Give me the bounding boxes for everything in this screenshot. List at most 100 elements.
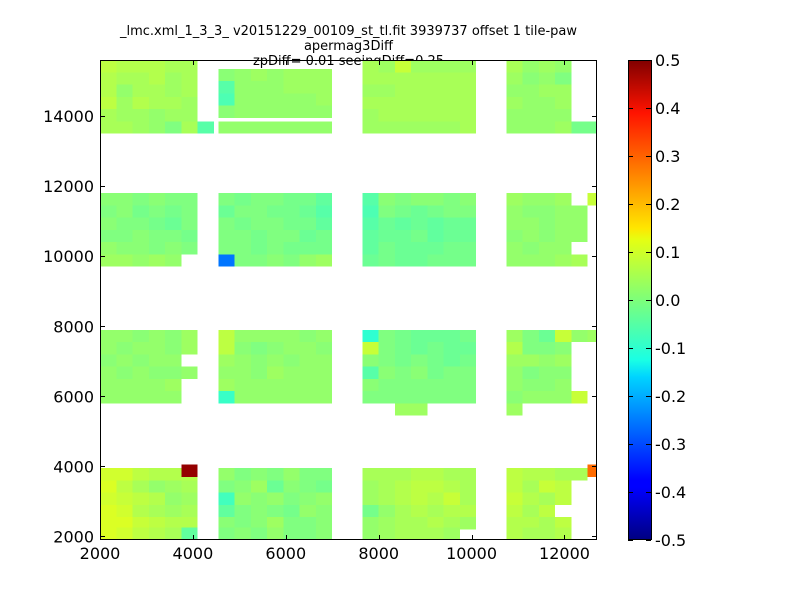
- heatmap-cell: [250, 205, 268, 218]
- heatmap-cell: [411, 354, 428, 367]
- heatmap-cell: [283, 492, 300, 505]
- heatmap-cell: [394, 468, 412, 481]
- heatmap-cell: [116, 193, 133, 206]
- heatmap-cell: [299, 205, 316, 218]
- heatmap-cell: [116, 229, 133, 243]
- y-axis: 2000 4000 6000 8000 10000 12000 14000: [43, 107, 597, 546]
- heatmap-cell: [362, 492, 379, 505]
- heatmap-cell: [148, 492, 166, 505]
- heatmap-cell: [132, 391, 149, 404]
- heatmap-cell: [555, 84, 572, 97]
- heatmap-cell: [362, 254, 379, 267]
- heatmap-cell: [299, 242, 316, 255]
- heatmap-cell: [100, 329, 117, 343]
- heatmap-cell: [443, 342, 460, 355]
- heatmap-cell: [522, 504, 539, 518]
- heatmap-cell: [267, 504, 284, 518]
- heatmap-cell: [394, 254, 412, 267]
- heatmap-cell: [100, 378, 117, 392]
- heatmap-cell: [165, 96, 182, 110]
- heatmap-cell: [459, 72, 477, 85]
- heatmap-cell: [132, 84, 149, 97]
- heatmap-cell: [315, 329, 333, 343]
- heatmap-cell: [283, 242, 300, 255]
- heatmap-cell: [427, 492, 444, 505]
- heatmap-cell: [506, 504, 523, 518]
- heatmap-cell: [362, 517, 379, 530]
- heatmap-cell: [555, 492, 572, 505]
- heatmap-cell: [250, 366, 268, 379]
- heatmap-cell: [411, 72, 428, 85]
- heatmap-cell: [283, 366, 300, 379]
- heatmap-cell: [427, 109, 444, 122]
- heatmap-cell: [378, 391, 395, 404]
- chart-title-block: _lmc.xml_1_3_3_ v20151229_00109_st_tl.fi…: [100, 24, 597, 69]
- heatmap-cell: [394, 504, 412, 518]
- heatmap-cell: [427, 84, 444, 97]
- heatmap-cell: [555, 468, 572, 481]
- heatmap-cell: [378, 60, 395, 73]
- heatmap-cell: [315, 105, 333, 118]
- heatmap-cell: [250, 68, 268, 82]
- heatmap-cell: [459, 354, 477, 367]
- heatmap-cell: [100, 96, 117, 110]
- heatmap-cell: [148, 217, 166, 230]
- heatmap-cell: [522, 72, 539, 85]
- heatmap-cell: [378, 492, 395, 505]
- heatmap-cell: [315, 121, 333, 134]
- heatmap-cell: [299, 492, 316, 505]
- x-axis: 2000 4000 6000 8000 10000 12000: [80, 60, 590, 563]
- heatmap-cell: [267, 193, 284, 206]
- heatmap-cell: [283, 93, 300, 106]
- colorbar-tick-label: 0.0: [655, 291, 680, 310]
- heatmap-cell: [267, 81, 284, 94]
- heatmap-cell: [234, 193, 251, 206]
- heatmap-cell: [250, 342, 268, 355]
- heatmap-cell: [411, 468, 428, 481]
- heatmap-cell: [394, 366, 412, 379]
- heatmap-cell: [555, 366, 572, 379]
- heatmap-cell: [571, 121, 588, 134]
- y-tick-label: 12000: [43, 177, 94, 196]
- chart-title: _lmc.xml_1_3_3_ v20151229_00109_st_tl.fi…: [119, 24, 578, 54]
- heatmap-cell: [267, 229, 284, 243]
- heatmap-cell: [411, 84, 428, 97]
- heatmap-cell: [459, 84, 477, 97]
- heatmap-cell: [411, 492, 428, 505]
- heatmap-cell: [299, 81, 316, 94]
- heatmap-cell: [538, 342, 556, 355]
- colorbar-tick-label: -0.1: [655, 339, 686, 358]
- heatmap-cell: [250, 354, 268, 367]
- heatmap-cell: [443, 527, 460, 540]
- heatmap-cell: [315, 81, 333, 94]
- heatmap-cell: [267, 342, 284, 355]
- heatmap-cell: [459, 254, 477, 267]
- heatmap-cell: [411, 121, 428, 134]
- y-tick-label: 14000: [43, 107, 94, 126]
- heatmap-cell: [427, 217, 444, 230]
- heatmap-cell: [132, 527, 149, 540]
- heatmap-cell: [267, 468, 284, 481]
- heatmap-cell: [315, 217, 333, 230]
- heatmap-cell: [427, 378, 444, 392]
- heatmap-cell: [362, 72, 379, 85]
- heatmap-cell: [181, 480, 198, 493]
- heatmap-cell: [132, 329, 149, 343]
- heatmap-cell: [411, 403, 428, 416]
- y-tick-label: 8000: [53, 317, 94, 336]
- heatmap-cell: [165, 517, 182, 530]
- heatmap-cell: [362, 96, 379, 110]
- heatmap-cell: [283, 378, 300, 392]
- heatmap-cell: [427, 193, 444, 206]
- heatmap-cell: [411, 229, 428, 243]
- heatmap-cell: [148, 527, 166, 540]
- heatmap-cell: [411, 517, 428, 530]
- heatmap-cell: [378, 217, 395, 230]
- heatmap-cell: [459, 504, 477, 518]
- heatmap-cell: [148, 378, 166, 392]
- heatmap-cell: [165, 378, 182, 392]
- heatmap-cell: [394, 342, 412, 355]
- heatmap-cell: [411, 527, 428, 540]
- colorbar-tick-label: 0.2: [655, 195, 680, 214]
